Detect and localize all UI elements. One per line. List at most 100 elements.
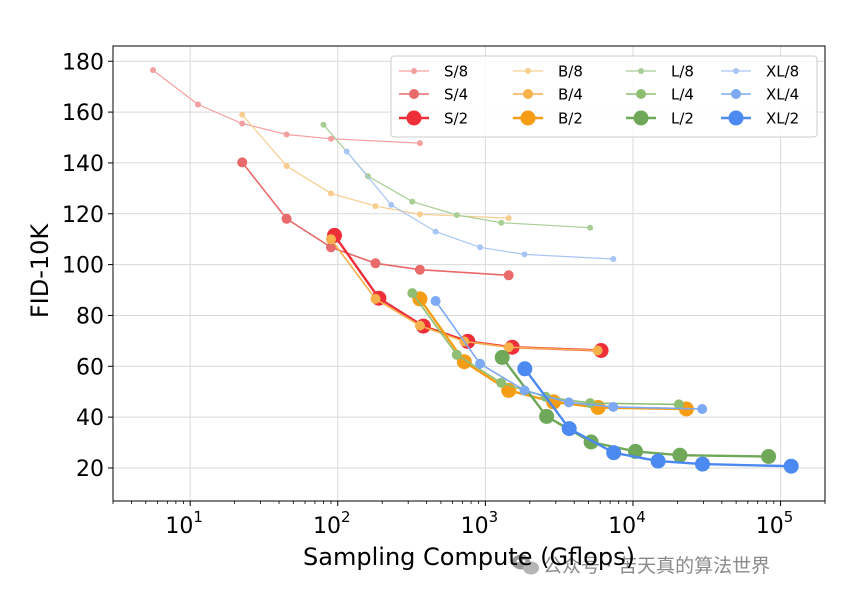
series-S-8 — [150, 67, 423, 147]
data-point — [606, 445, 622, 461]
data-point — [561, 421, 577, 437]
legend-marker — [409, 89, 419, 99]
series-line — [346, 151, 614, 260]
data-point — [695, 456, 710, 472]
legend-marker — [633, 110, 649, 126]
data-point — [672, 447, 688, 463]
data-point — [592, 345, 603, 356]
data-point — [608, 401, 619, 412]
data-point — [416, 211, 423, 218]
y-axis: 20 40 60 80 100 120 140 160 180 — [62, 50, 113, 482]
data-point — [370, 258, 381, 269]
data-point — [283, 131, 290, 138]
y-tick-label: 100 — [62, 254, 104, 279]
data-point — [370, 293, 381, 304]
legend-item-B-4: B/4 — [513, 86, 583, 104]
data-point — [519, 385, 530, 396]
data-point — [451, 349, 462, 360]
legend-item-S-2: S/2 — [399, 110, 468, 128]
legend-label: B/2 — [558, 110, 583, 128]
data-point — [503, 270, 514, 281]
legend-item-XL-4: XL/4 — [721, 86, 799, 104]
series-L-8 — [320, 121, 594, 231]
y-tick-label: 180 — [62, 50, 104, 75]
x-tick-label: 102 — [313, 508, 351, 539]
legend-item-XL-2: XL/2 — [721, 110, 799, 128]
watermark-text: 公众号 · 苦天真的算法世界 — [543, 555, 770, 577]
data-point — [414, 320, 425, 331]
data-point — [783, 458, 799, 474]
series-line — [241, 161, 509, 277]
legend-label: S/2 — [444, 110, 468, 128]
y-tick-label: 60 — [76, 355, 104, 380]
legend-marker — [636, 89, 646, 99]
x-tick-label: 105 — [756, 508, 794, 539]
data-point — [239, 120, 246, 127]
data-point — [505, 215, 512, 222]
legend-marker — [733, 68, 739, 74]
legend: S/8 S/4 S/2 B/8 B/4 B/2 L/8 L/4 L/2 XL/8 XL/4 XL/2 — [390, 55, 818, 138]
legend-marker — [728, 110, 744, 126]
x-tick-label: 101 — [165, 508, 203, 539]
series-S-4 — [237, 157, 514, 281]
legend-label: XL/4 — [766, 86, 799, 104]
legend-label: S/4 — [444, 86, 468, 104]
data-point — [585, 398, 596, 409]
x-axis: 101 102 103 104 105 — [112, 501, 826, 539]
data-point — [496, 377, 507, 388]
data-point — [521, 251, 528, 258]
data-point — [388, 201, 395, 208]
x-axis-label: Sampling Compute (Gflops) — [303, 543, 635, 571]
x-tick-label: 104 — [608, 508, 646, 539]
plot-frame — [112, 45, 826, 502]
legend-label: B/4 — [558, 86, 583, 104]
data-point — [697, 404, 708, 414]
watermark: 公众号 · 苦天真的算法世界 — [505, 547, 835, 581]
series-line — [434, 300, 703, 410]
legend-item-L-4: L/4 — [626, 86, 694, 104]
data-point — [343, 148, 350, 155]
legend-label: B/8 — [558, 63, 583, 81]
series-line — [523, 368, 792, 468]
legend-marker — [638, 68, 644, 74]
legend-marker — [406, 110, 422, 126]
legend-marker — [520, 110, 536, 126]
y-tick-label: 120 — [62, 203, 104, 228]
data-point — [503, 342, 514, 353]
legend-marker — [411, 68, 417, 74]
data-point — [587, 224, 594, 231]
legend-marker — [525, 68, 531, 74]
legend-label: L/4 — [671, 86, 694, 104]
plot-area — [150, 67, 799, 474]
legend-marker — [731, 89, 741, 99]
data-point — [195, 101, 201, 108]
data-point — [328, 135, 334, 142]
y-tick-label: 40 — [76, 406, 104, 431]
series-line — [152, 69, 420, 144]
data-point — [328, 190, 334, 197]
series-XL-4 — [430, 296, 708, 414]
data-point — [517, 361, 533, 377]
data-point — [239, 111, 246, 118]
legend-item-XL-8: XL/8 — [721, 63, 799, 81]
data-point — [432, 228, 439, 235]
data-point — [761, 449, 777, 464]
series-L-2 — [494, 349, 777, 464]
data-point — [320, 121, 327, 128]
y-tick-label: 20 — [76, 457, 104, 482]
data-point — [237, 157, 248, 168]
data-point — [650, 453, 666, 469]
data-point — [326, 242, 336, 253]
legend-label: XL/2 — [766, 110, 799, 128]
y-tick-label: 160 — [62, 101, 104, 126]
legend-item-S-8: S/8 — [399, 63, 468, 81]
data-point — [407, 288, 418, 299]
data-point — [414, 264, 425, 275]
series-B-4 — [326, 234, 603, 356]
legend-label: L/8 — [671, 63, 694, 81]
data-point — [416, 140, 423, 147]
legend-box — [390, 55, 818, 138]
legend-marker — [523, 89, 533, 99]
data-point — [281, 213, 292, 224]
